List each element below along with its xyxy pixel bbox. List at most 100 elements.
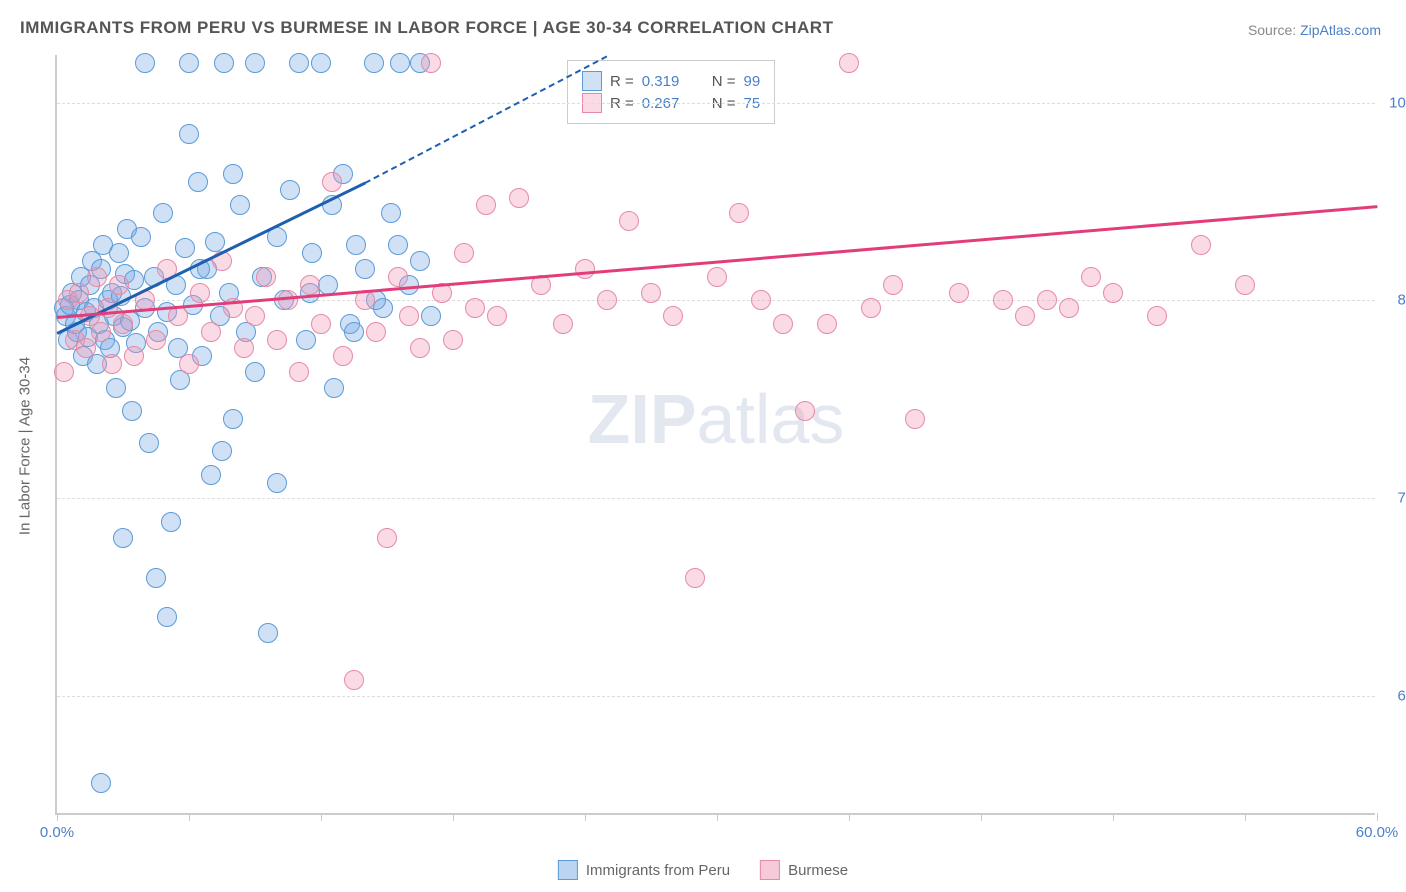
data-point <box>87 267 107 287</box>
data-point <box>188 172 208 192</box>
data-point <box>300 275 320 295</box>
data-point <box>1103 283 1123 303</box>
data-point <box>179 354 199 374</box>
data-point <box>364 53 384 73</box>
data-point <box>278 290 298 310</box>
data-point <box>296 330 316 350</box>
data-point <box>256 267 276 287</box>
trend-line <box>57 205 1377 318</box>
data-point <box>1191 235 1211 255</box>
data-point <box>465 298 485 318</box>
x-tick <box>1245 813 1246 821</box>
data-point <box>245 362 265 382</box>
data-point <box>685 568 705 588</box>
data-point <box>641 283 661 303</box>
data-point <box>124 346 144 366</box>
data-point <box>883 275 903 295</box>
series-legend: Immigrants from Peru Burmese <box>558 860 848 880</box>
source-link[interactable]: ZipAtlas.com <box>1300 22 1381 38</box>
data-point <box>619 211 639 231</box>
data-point <box>201 465 221 485</box>
data-point <box>205 232 225 252</box>
data-point <box>258 623 278 643</box>
x-tick <box>189 813 190 821</box>
data-point <box>109 243 129 263</box>
data-point <box>839 53 859 73</box>
data-point <box>421 53 441 73</box>
data-point <box>344 322 364 342</box>
y-axis-label: In Labor Force | Age 30-34 <box>17 357 34 535</box>
data-point <box>729 203 749 223</box>
data-point <box>355 290 375 310</box>
data-point <box>190 283 210 303</box>
y-tick-label: 100.0% <box>1380 94 1406 111</box>
y-tick-label: 75.0% <box>1380 490 1406 507</box>
watermark-light: atlas <box>697 380 845 458</box>
data-point <box>1015 306 1035 326</box>
data-point <box>234 338 254 358</box>
data-point <box>318 275 338 295</box>
data-point <box>201 322 221 342</box>
data-point <box>302 243 322 263</box>
x-tick <box>453 813 454 821</box>
data-point <box>597 290 617 310</box>
data-point <box>168 306 188 326</box>
data-point <box>289 53 309 73</box>
data-point <box>333 346 353 366</box>
data-point <box>487 306 507 326</box>
legend-item: Burmese <box>760 860 848 880</box>
x-tick <box>1377 813 1378 821</box>
data-point <box>214 53 234 73</box>
data-point <box>91 322 111 342</box>
stat-n-label: N = <box>712 73 736 90</box>
data-point <box>388 235 408 255</box>
stat-n-value: 99 <box>744 73 761 90</box>
data-point <box>322 172 342 192</box>
grid-line <box>57 696 1375 697</box>
x-tick <box>585 813 586 821</box>
x-tick <box>321 813 322 821</box>
data-point <box>324 378 344 398</box>
data-point <box>377 528 397 548</box>
source-label: Source: <box>1248 22 1300 38</box>
data-point <box>223 409 243 429</box>
data-point <box>223 164 243 184</box>
scatter-plot-area: ZIPatlas R = 0.319N = 99R = 0.267N = 75 … <box>55 55 1375 815</box>
stats-legend: R = 0.319N = 99R = 0.267N = 75 <box>567 60 775 124</box>
data-point <box>553 314 573 334</box>
data-point <box>454 243 474 263</box>
data-point <box>102 354 122 374</box>
x-tick <box>849 813 850 821</box>
data-point <box>751 290 771 310</box>
data-point <box>993 290 1013 310</box>
data-point <box>575 259 595 279</box>
data-point <box>106 378 126 398</box>
data-point <box>311 53 331 73</box>
data-point <box>245 306 265 326</box>
data-point <box>179 53 199 73</box>
data-point <box>230 195 250 215</box>
data-point <box>410 251 430 271</box>
x-tick <box>57 813 58 821</box>
data-point <box>795 401 815 421</box>
data-point <box>267 330 287 350</box>
source-credit: Source: ZipAtlas.com <box>1248 22 1381 38</box>
x-tick <box>981 813 982 821</box>
data-point <box>113 314 133 334</box>
legend-swatch <box>558 860 578 880</box>
legend-label: Immigrants from Peru <box>586 862 730 879</box>
data-point <box>388 267 408 287</box>
data-point <box>399 306 419 326</box>
data-point <box>139 433 159 453</box>
data-point <box>707 267 727 287</box>
data-point <box>346 235 366 255</box>
data-point <box>905 409 925 429</box>
data-point <box>146 568 166 588</box>
data-point <box>146 330 166 350</box>
chart-title: IMMIGRANTS FROM PERU VS BURMESE IN LABOR… <box>20 18 833 38</box>
data-point <box>91 773 111 793</box>
data-point <box>113 528 133 548</box>
data-point <box>1059 298 1079 318</box>
x-tick <box>1113 813 1114 821</box>
data-point <box>663 306 683 326</box>
